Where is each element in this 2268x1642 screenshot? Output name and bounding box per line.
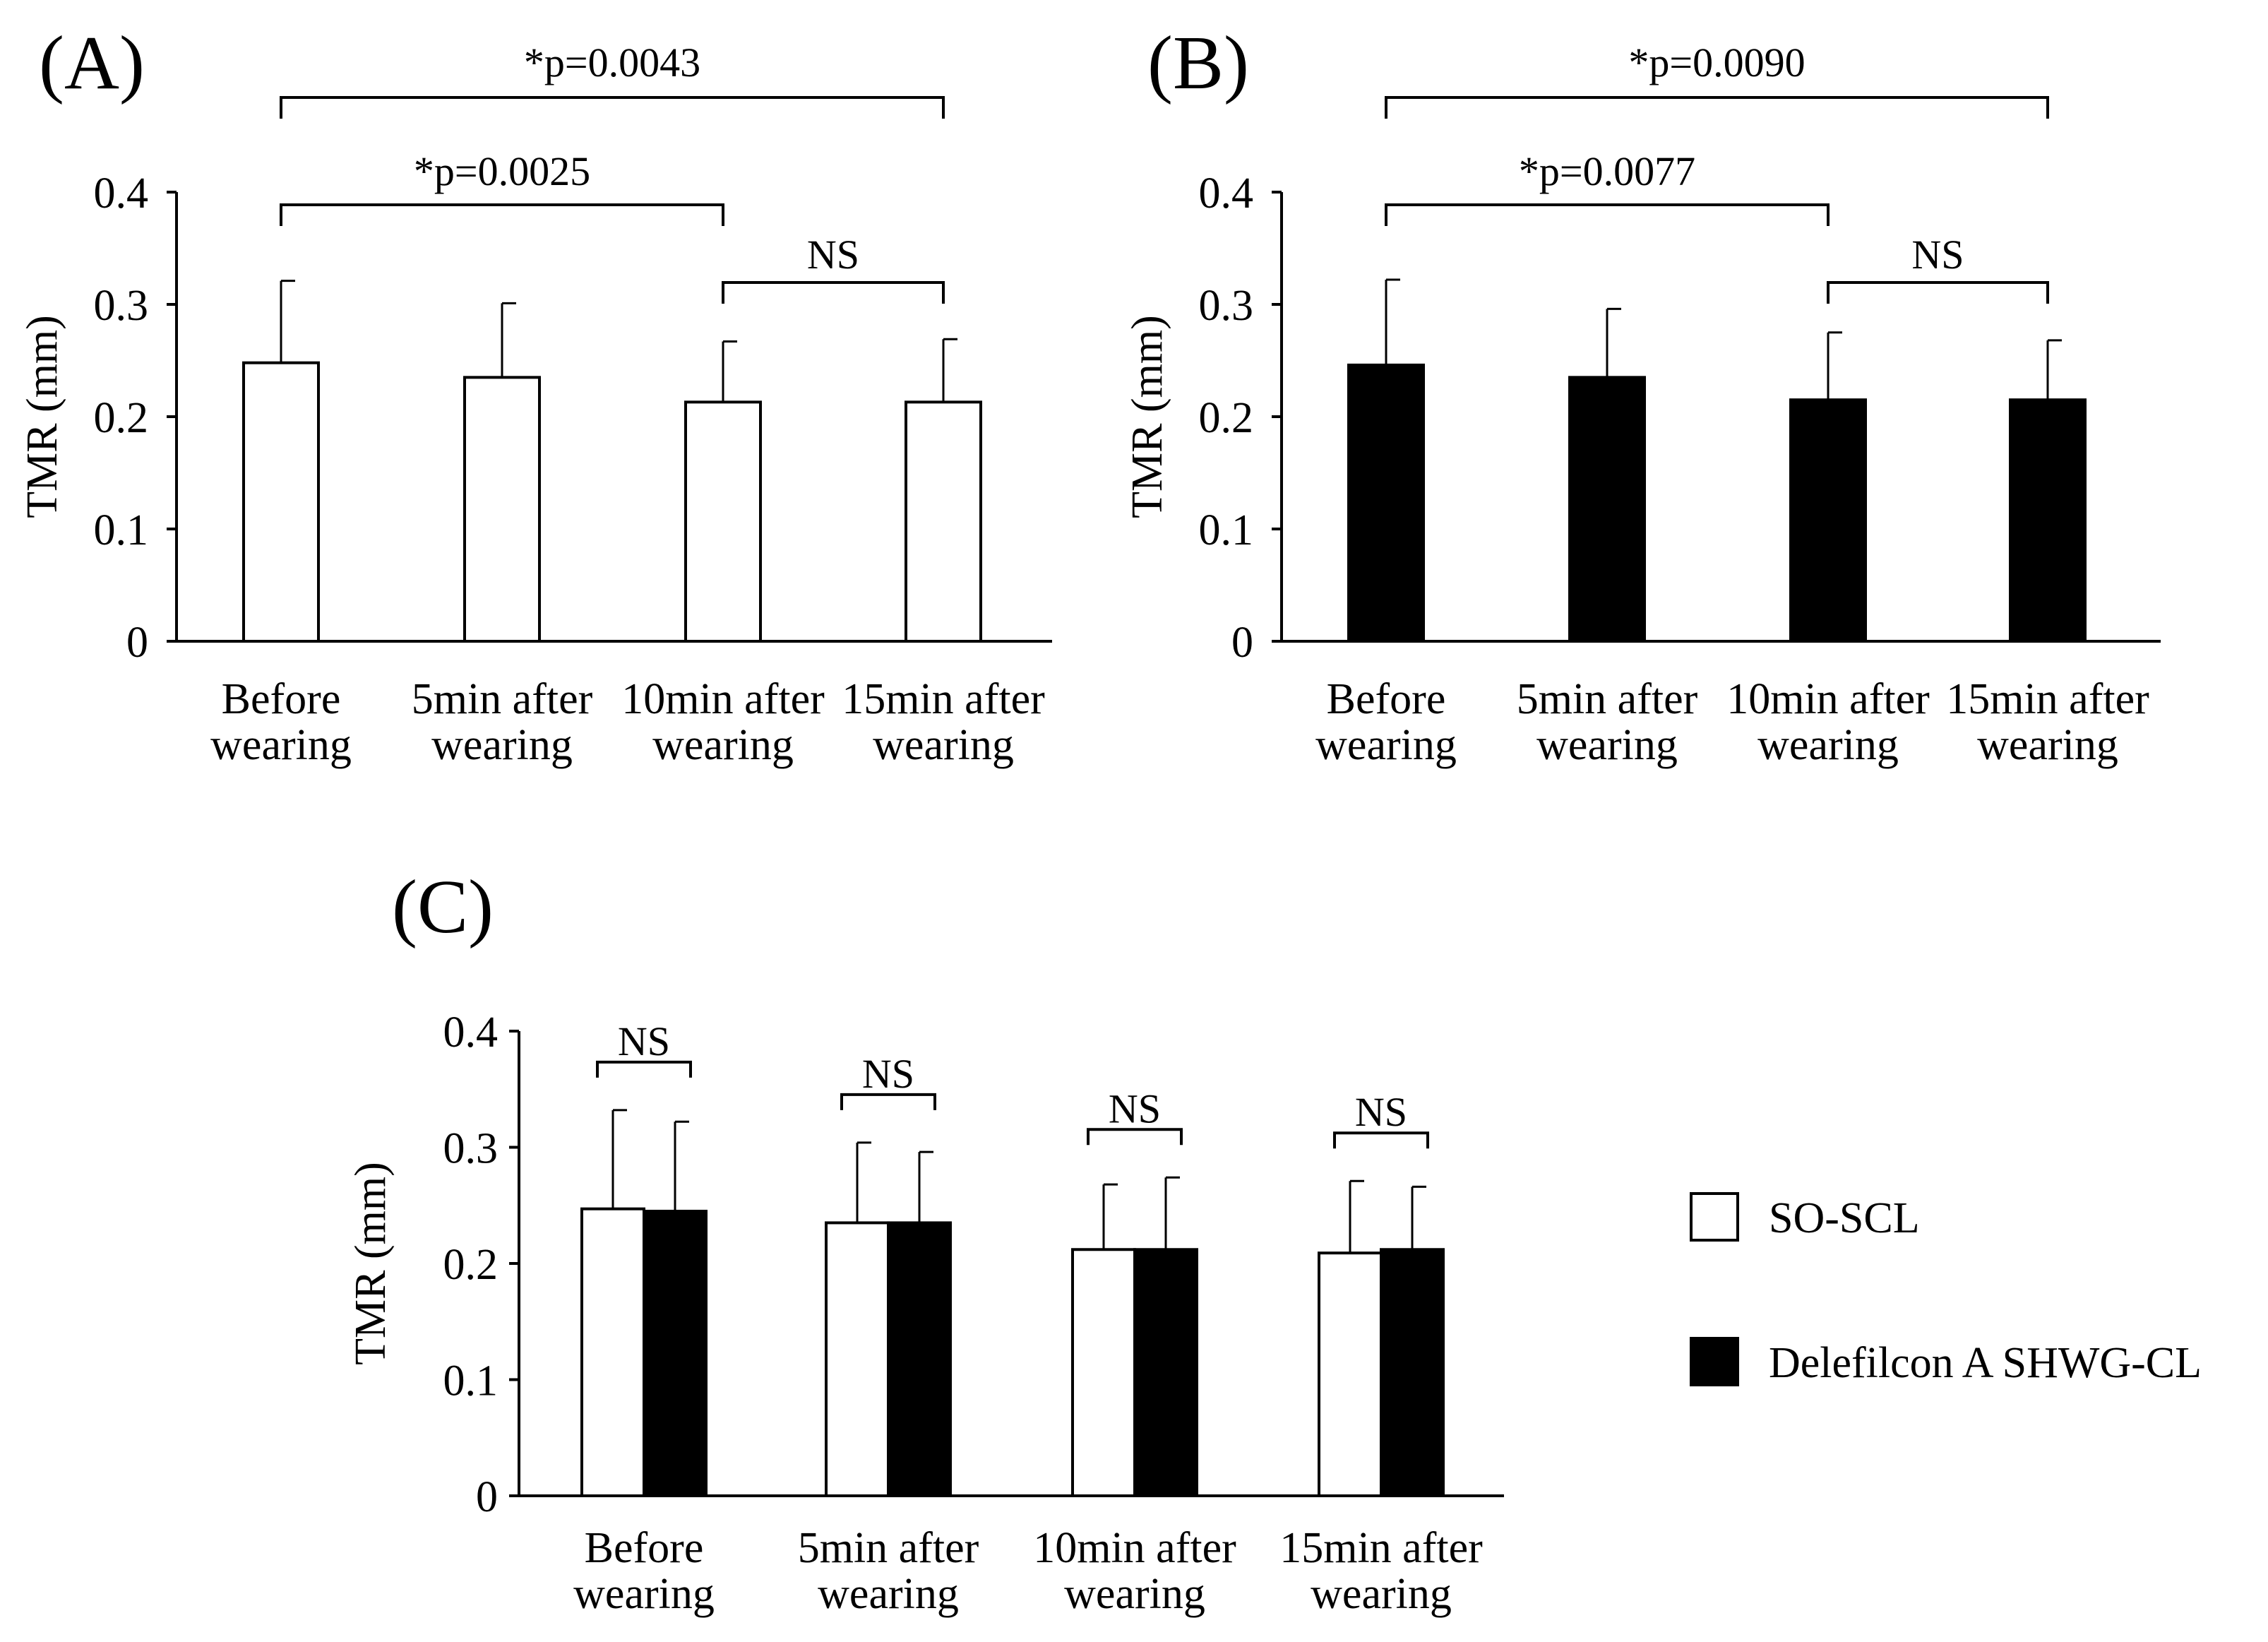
bar bbox=[580, 1207, 645, 1498]
legend-swatch-delefilcon bbox=[1690, 1337, 1739, 1386]
significance-bracket bbox=[722, 281, 945, 304]
bar bbox=[1789, 398, 1867, 643]
bar bbox=[1318, 1251, 1383, 1497]
y-axis-label: TMR (mm) bbox=[18, 315, 66, 518]
y-tick-label: 0.2 bbox=[443, 1241, 499, 1289]
x-category-label: 10min after bbox=[621, 675, 825, 723]
significance-bracket bbox=[1827, 281, 2049, 304]
bar bbox=[242, 361, 320, 643]
x-category-label: 10min after bbox=[1726, 675, 1930, 723]
x-category-label: 5min after bbox=[798, 1524, 979, 1572]
y-tick-label: 0 bbox=[1231, 619, 1253, 667]
y-tick-label: 0 bbox=[476, 1473, 498, 1521]
legend-swatch-so-scl bbox=[1690, 1192, 1739, 1242]
panel-a-label: (A) bbox=[39, 21, 145, 105]
panel-b-label: (B) bbox=[1147, 21, 1249, 105]
y-tick-label: 0.3 bbox=[443, 1125, 499, 1173]
y-tick-label: 0.1 bbox=[443, 1357, 499, 1405]
y-axis-label: TMR (mm) bbox=[1123, 315, 1171, 518]
x-category-label: 5min after bbox=[412, 675, 593, 723]
x-category-label-line2: wearing bbox=[1536, 721, 1678, 769]
bar bbox=[1347, 363, 1425, 643]
y-tick-label: 0.1 bbox=[1199, 506, 1254, 554]
y-tick-label: 0.4 bbox=[94, 169, 149, 218]
legend: SO-SCL Delefilcon A SHWG-CL bbox=[1690, 1192, 2202, 1387]
x-category-label-line2: wearing bbox=[1311, 1570, 1452, 1618]
x-category-label-line2: wearing bbox=[873, 721, 1014, 769]
significance-bracket bbox=[1087, 1128, 1183, 1146]
significance-bracket bbox=[840, 1093, 936, 1110]
x-category-label: 15min after bbox=[1946, 675, 2149, 723]
y-tick-label: 0.2 bbox=[1199, 394, 1254, 442]
bar bbox=[905, 400, 982, 643]
significance-bracket bbox=[596, 1060, 692, 1078]
bar bbox=[643, 1209, 708, 1497]
x-category-label: Before bbox=[585, 1524, 704, 1572]
significance-label: NS bbox=[807, 232, 859, 278]
x-category-label: Before bbox=[1327, 675, 1446, 723]
y-axis-label: TMR (mm) bbox=[347, 1162, 395, 1365]
x-category-label: 5min after bbox=[1517, 675, 1698, 723]
legend-label-so-scl: SO-SCL bbox=[1769, 1194, 1920, 1242]
x-category-label: Before bbox=[222, 675, 341, 723]
significance-label: *p=0.0090 bbox=[1628, 40, 1805, 85]
x-category-label-line2: wearing bbox=[1315, 721, 1457, 769]
y-tick-label: 0.3 bbox=[94, 282, 149, 330]
bar bbox=[684, 400, 762, 643]
x-category-label: 10min after bbox=[1033, 1524, 1236, 1572]
y-tick-label: 0.1 bbox=[94, 506, 149, 554]
significance-bracket bbox=[280, 96, 945, 119]
y-tick-label: 0 bbox=[126, 619, 148, 667]
x-category-label-line2: wearing bbox=[210, 721, 352, 769]
bar bbox=[2009, 398, 2087, 643]
significance-label: *p=0.0025 bbox=[414, 148, 590, 194]
significance-label: *p=0.0077 bbox=[1519, 148, 1695, 194]
x-category-label-line2: wearing bbox=[1977, 721, 2118, 769]
x-category-label: 15min after bbox=[842, 675, 1045, 723]
y-tick-label: 0.4 bbox=[1199, 169, 1254, 218]
significance-bracket bbox=[1385, 96, 2049, 119]
significance-bracket bbox=[1333, 1131, 1429, 1149]
bar bbox=[887, 1221, 952, 1498]
x-category-label-line2: wearing bbox=[818, 1570, 959, 1618]
significance-label: NS bbox=[1355, 1089, 1407, 1135]
significance-label: NS bbox=[618, 1018, 670, 1064]
bar bbox=[1133, 1248, 1198, 1497]
x-category-label-line2: wearing bbox=[573, 1570, 715, 1618]
x-category-label-line2: wearing bbox=[652, 721, 794, 769]
bar bbox=[825, 1221, 890, 1498]
bar bbox=[1071, 1248, 1136, 1497]
bar bbox=[1568, 376, 1646, 643]
significance-label: NS bbox=[1109, 1085, 1161, 1131]
y-tick-label: 0.3 bbox=[1199, 282, 1254, 330]
significance-bracket bbox=[280, 203, 724, 226]
x-category-label: 15min after bbox=[1279, 1524, 1483, 1572]
x-category-label-line2: wearing bbox=[1064, 1570, 1205, 1618]
panel-c-label: (C) bbox=[392, 865, 494, 949]
significance-label: NS bbox=[1911, 232, 1964, 278]
bar bbox=[463, 376, 541, 643]
legend-label-delefilcon: Delefilcon A SHWG-CL bbox=[1769, 1339, 2202, 1387]
x-category-label-line2: wearing bbox=[431, 721, 573, 769]
bar bbox=[1380, 1248, 1445, 1497]
x-category-label-line2: wearing bbox=[1757, 721, 1899, 769]
significance-bracket bbox=[1385, 203, 1830, 226]
significance-label: *p=0.0043 bbox=[524, 40, 700, 85]
y-tick-label: 0.4 bbox=[443, 1009, 499, 1057]
significance-label: NS bbox=[862, 1051, 914, 1097]
y-tick-label: 0.2 bbox=[94, 394, 149, 442]
